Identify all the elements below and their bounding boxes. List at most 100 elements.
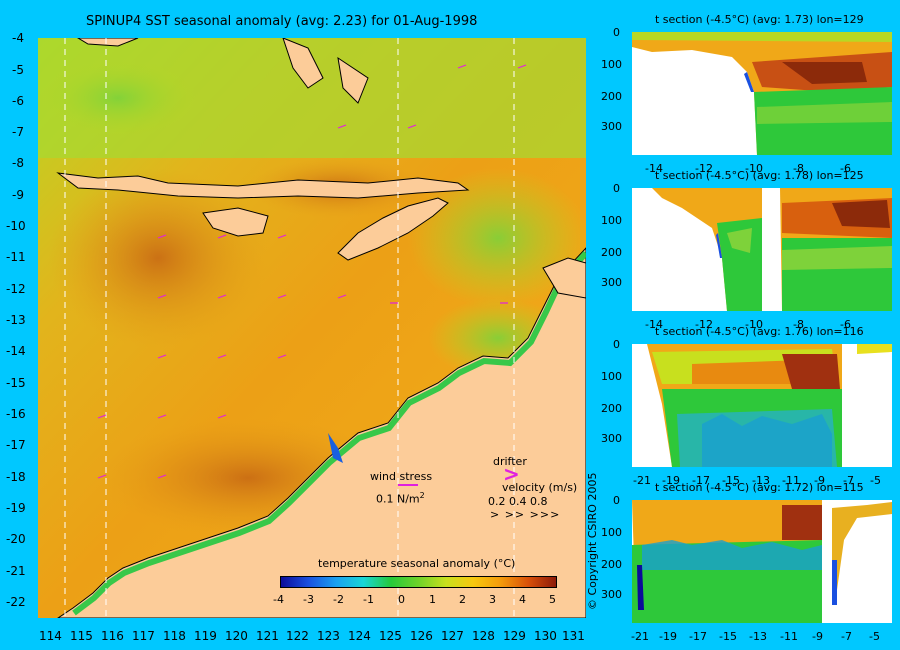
map-y-tick: -17 (6, 438, 26, 452)
map-x-tick: 122 (286, 629, 309, 643)
sumba-island (202, 207, 269, 237)
section-2-y-tick: 0 (613, 182, 620, 195)
velocity-label: velocity (m/s) (502, 481, 578, 494)
wind-stress-arrow-icon (398, 484, 418, 486)
colorbar-title: temperature seasonal anomaly (°C) (318, 557, 516, 570)
timor-island (337, 197, 449, 261)
section-4-y-tick: 300 (601, 588, 622, 601)
section-4-y-tick: 200 (601, 558, 622, 571)
map-x-tick: 121 (256, 629, 279, 643)
section-3-title: t section (-4.5°C) (avg: 1.76) lon=116 (655, 325, 864, 338)
map-y-tick: -14 (6, 344, 26, 358)
section-2-plot (632, 188, 892, 311)
map-y-tick: -8 (12, 156, 24, 170)
section-1-y-tick: 300 (601, 120, 622, 133)
section-2-x-tick: -12 (695, 318, 713, 331)
nusa-tenggara-islands (56, 172, 470, 199)
section-3-y-tick: 0 (613, 338, 620, 351)
colorbar-tick: 2 (459, 593, 466, 606)
section-1-x-tick: -6 (840, 162, 851, 175)
section-1-title: t section (-4.5°C) (avg: 1.73) lon=129 (655, 13, 864, 26)
map-y-tick: -4 (12, 31, 24, 45)
section-2-title: t section (-4.5°C) (avg: 1.78) lon=125 (655, 169, 864, 182)
section-2-y-tick: 100 (601, 214, 622, 227)
map-y-tick: -6 (12, 94, 24, 108)
map-x-tick: 115 (70, 629, 93, 643)
map-y-tick: -20 (6, 532, 26, 546)
section-2-x-tick: -6 (840, 318, 851, 331)
map-x-tick: 116 (101, 629, 124, 643)
section-3-x-tick: -9 (814, 474, 825, 487)
map-x-tick: 124 (348, 629, 371, 643)
section-lines (64, 38, 515, 618)
map-x-tick: 126 (410, 629, 433, 643)
map-x-tick: 119 (194, 629, 217, 643)
wind-stress-scale: 0.1 N/m2 (376, 491, 425, 506)
velocity-arrows-icon: > >> >>> (490, 508, 561, 521)
map-y-tick: -15 (6, 376, 26, 390)
section-4-title: t section (-4.5°C) (avg: 1.72) lon=115 (655, 481, 864, 494)
map-y-tick: -16 (6, 407, 26, 421)
colorbar-tick: 0 (398, 593, 405, 606)
map-y-tick: -5 (12, 63, 24, 77)
colorbar-tick: -3 (303, 593, 314, 606)
section-3-x-tick: -15 (722, 474, 740, 487)
colorbar-tick: 3 (489, 593, 496, 606)
map-x-tick: 130 (534, 629, 557, 643)
map-y-tick: -19 (6, 501, 26, 515)
map-x-tick: 131 (562, 629, 585, 643)
section-3-x-tick: -21 (633, 474, 651, 487)
drifter-label: drifter (493, 455, 527, 468)
map-y-tick: -12 (6, 282, 26, 296)
map-y-tick: -10 (6, 219, 26, 233)
section-1-x-tick: -14 (645, 162, 663, 175)
section-4-x-tick: -15 (719, 630, 737, 643)
section-4-x-tick: -7 (841, 630, 852, 643)
colorbar-tick: 1 (429, 593, 436, 606)
wind-stress-arrows (97, 64, 527, 479)
section-1-y-tick: 200 (601, 90, 622, 103)
section-1-y-tick: 0 (613, 26, 620, 39)
map-x-tick: 129 (503, 629, 526, 643)
section-4-x-tick: -21 (631, 630, 649, 643)
map-y-tick: -11 (6, 250, 26, 264)
section-4-y-tick: 100 (601, 526, 622, 539)
colorbar-tick: 5 (549, 593, 556, 606)
australia-land (57, 247, 586, 618)
section-1-x-tick: -8 (793, 162, 804, 175)
section-3-x-tick: -5 (870, 474, 881, 487)
map-y-tick: -21 (6, 564, 26, 578)
section-2-x-tick: -8 (793, 318, 804, 331)
section-3-x-tick: -11 (782, 474, 800, 487)
section-4-x-tick: -17 (689, 630, 707, 643)
colorbar (280, 576, 557, 588)
section-3-y-tick: 200 (601, 402, 622, 415)
map-x-tick: 127 (441, 629, 464, 643)
map-canvas (38, 38, 586, 618)
map-x-tick: 123 (317, 629, 340, 643)
colorbar-tick: -1 (363, 593, 374, 606)
section-4-x-tick: -11 (780, 630, 798, 643)
map-y-tick: -9 (12, 188, 24, 202)
colorbar-tick: -2 (333, 593, 344, 606)
section-1-x-tick: -10 (745, 162, 763, 175)
map-y-tick: -22 (6, 595, 26, 609)
section-3-y-tick: 300 (601, 432, 622, 445)
section-1-y-tick: 100 (601, 58, 622, 71)
section-3-x-tick: -19 (662, 474, 680, 487)
section-3-y-tick: 100 (601, 370, 622, 383)
map-x-tick: 120 (225, 629, 248, 643)
section-4-x-tick: -13 (749, 630, 767, 643)
colorbar-tick: 4 (519, 593, 526, 606)
section-3-x-tick: -13 (752, 474, 770, 487)
copyright-text: © Copyright CSIRO 2005 (586, 472, 599, 610)
velocity-scale: 0.2 0.4 0.8 (488, 495, 548, 508)
wind-stress-label: wind stress (370, 470, 433, 483)
section-4-x-tick: -19 (659, 630, 677, 643)
drifter-arrow-icon: > (503, 462, 520, 486)
section-3-plot (632, 344, 892, 467)
map-y-tick: -18 (6, 470, 26, 484)
section-4-x-tick: -9 (812, 630, 823, 643)
section-3-x-tick: -17 (692, 474, 710, 487)
section-4-plot (632, 500, 892, 623)
